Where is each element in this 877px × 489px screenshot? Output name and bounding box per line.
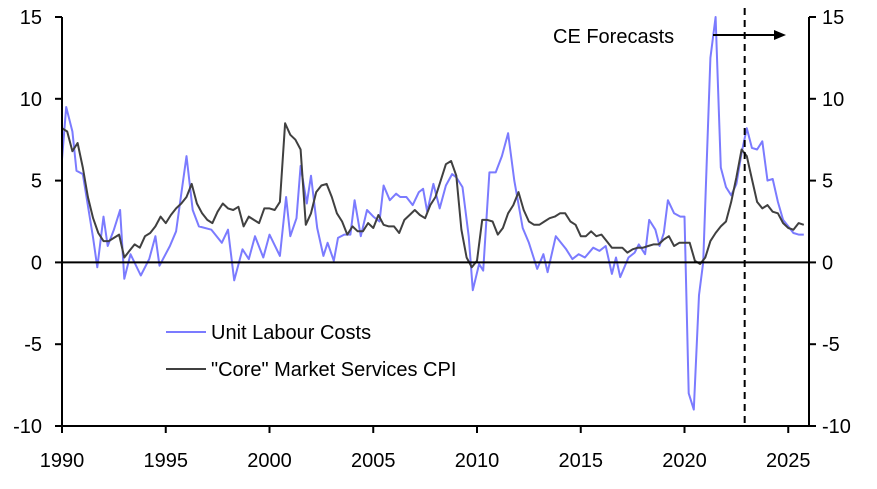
- forecast-annotation: CE Forecasts: [553, 26, 674, 48]
- x-tick-label: 2005: [351, 450, 396, 472]
- forecast-arrowhead: [774, 30, 786, 40]
- legend-label-core-market-services-cpi: "Core" Market Services CPI: [211, 359, 456, 381]
- right-y-tick-label: 15: [822, 7, 844, 29]
- right-y-tick-label: 5: [822, 171, 833, 193]
- legend: Unit Labour Costs "Core" Market Services…: [166, 322, 456, 381]
- right-y-tick-label: -10: [822, 416, 851, 438]
- left-y-tick-label: 5: [31, 171, 42, 193]
- right-y-tick-label: 0: [822, 252, 833, 274]
- left-y-tick-label: 0: [31, 252, 42, 274]
- legend-label-unit-labour-costs: Unit Labour Costs: [211, 322, 371, 344]
- series-line-0: [61, 16, 804, 411]
- x-tick-label: 2020: [662, 450, 707, 472]
- x-tick-label: 2010: [455, 450, 500, 472]
- x-tick-label: 2025: [766, 450, 811, 472]
- series-layer: [61, 16, 805, 411]
- left-y-tick-label: 10: [20, 89, 42, 111]
- left-y-tick-label: -5: [24, 334, 42, 356]
- series-line-1: [61, 122, 805, 269]
- left-y-tick-label: -10: [13, 416, 42, 438]
- right-y-tick-label: -5: [822, 334, 840, 356]
- x-tick-label: 1990: [40, 450, 85, 472]
- x-tick-label: 2015: [559, 450, 604, 472]
- left-y-tick-label: 15: [20, 7, 42, 29]
- axes-layer: -10 -10 -5 -5 0 0 5 5 10 10 15 15 1990 1995 2000 2005 20…: [13, 7, 851, 472]
- right-y-tick-label: 10: [822, 89, 844, 111]
- x-tick-label: 1995: [144, 450, 189, 472]
- x-tick-label: 2000: [247, 450, 292, 472]
